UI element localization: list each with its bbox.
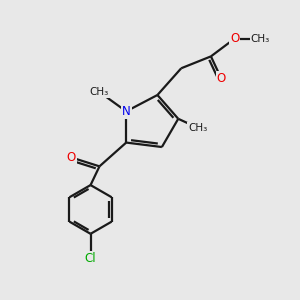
Text: CH₃: CH₃ <box>188 123 207 133</box>
Text: O: O <box>67 151 76 164</box>
Text: O: O <box>230 32 239 45</box>
Text: CH₃: CH₃ <box>90 87 109 97</box>
Text: CH₃: CH₃ <box>250 34 270 44</box>
Text: Cl: Cl <box>85 252 96 265</box>
Text: N: N <box>122 105 130 118</box>
Text: O: O <box>217 72 226 85</box>
